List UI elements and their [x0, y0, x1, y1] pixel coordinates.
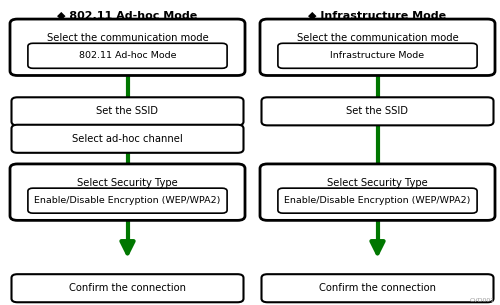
- Text: 802.11 Ad-hoc Mode: 802.11 Ad-hoc Mode: [79, 51, 176, 60]
- FancyBboxPatch shape: [10, 19, 245, 76]
- FancyBboxPatch shape: [260, 164, 495, 220]
- Text: Enable/Disable Encryption (WEP/WPA2): Enable/Disable Encryption (WEP/WPA2): [284, 196, 470, 205]
- FancyBboxPatch shape: [12, 274, 243, 302]
- Text: Confirm the connection: Confirm the connection: [69, 283, 186, 293]
- Text: ◆ 802.11 Ad-hoc Mode: ◆ 802.11 Ad-hoc Mode: [58, 11, 198, 21]
- Text: Select the communication mode: Select the communication mode: [296, 33, 458, 43]
- Text: ◆ Infrastructure Mode: ◆ Infrastructure Mode: [308, 11, 446, 21]
- FancyBboxPatch shape: [12, 125, 243, 153]
- Text: Enable/Disable Encryption (WEP/WPA2): Enable/Disable Encryption (WEP/WPA2): [34, 196, 220, 205]
- FancyBboxPatch shape: [262, 274, 494, 302]
- FancyBboxPatch shape: [12, 97, 243, 125]
- FancyBboxPatch shape: [278, 188, 477, 213]
- FancyBboxPatch shape: [10, 164, 245, 220]
- Text: Confirm the connection: Confirm the connection: [319, 283, 436, 293]
- FancyBboxPatch shape: [260, 19, 495, 76]
- Text: Infrastructure Mode: Infrastructure Mode: [330, 51, 424, 60]
- Text: Select ad-hoc channel: Select ad-hoc channel: [72, 134, 183, 144]
- FancyBboxPatch shape: [28, 188, 227, 213]
- Text: CVD001: CVD001: [470, 299, 495, 303]
- FancyBboxPatch shape: [28, 43, 227, 68]
- FancyBboxPatch shape: [278, 43, 477, 68]
- Text: Set the SSID: Set the SSID: [96, 106, 158, 116]
- Text: Select Security Type: Select Security Type: [77, 178, 178, 188]
- Text: Select Security Type: Select Security Type: [327, 178, 428, 188]
- FancyBboxPatch shape: [262, 97, 494, 125]
- Text: Set the SSID: Set the SSID: [346, 106, 408, 116]
- Text: Select the communication mode: Select the communication mode: [46, 33, 208, 43]
